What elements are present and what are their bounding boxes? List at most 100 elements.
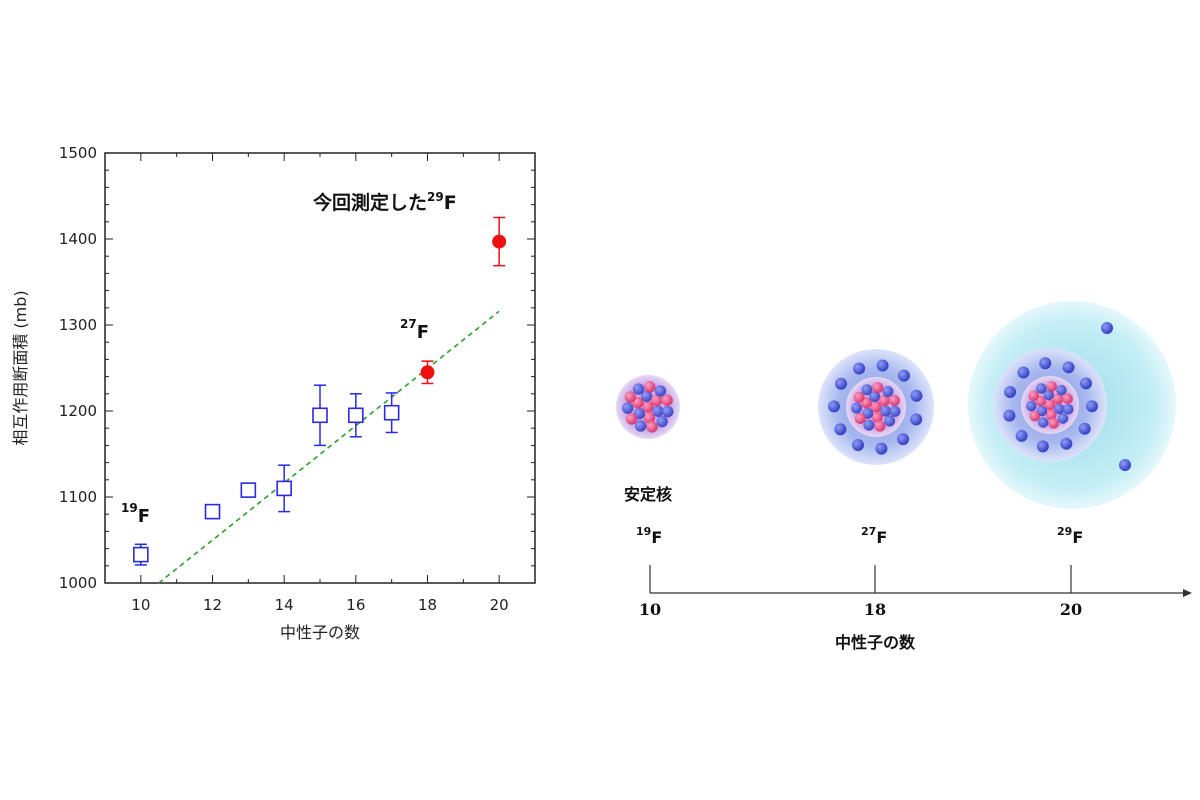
nucleus-f29 (968, 301, 1176, 509)
proton (661, 394, 673, 406)
neutron (910, 389, 923, 402)
neutron (880, 405, 892, 417)
label-measured-f29: 今回測定した29F (312, 190, 457, 214)
axis-ticks (104, 152, 536, 584)
proton (650, 394, 663, 407)
proton (878, 395, 890, 407)
neutron (1026, 400, 1037, 412)
neutron (828, 400, 841, 413)
proton (1029, 410, 1041, 422)
data-points (133, 216, 507, 566)
proton (624, 391, 637, 403)
neutron (897, 369, 910, 382)
diagram-label-f29: 29F (1057, 525, 1083, 547)
neutron (910, 413, 923, 426)
neutron (632, 383, 645, 395)
proton (643, 412, 656, 424)
f29-nucleons (1026, 381, 1074, 429)
diagram-axis-title: 中性子の数 (835, 633, 916, 652)
trend-line (158, 310, 500, 584)
cross-section-chart: 10 12 14 16 18 20 1000 1100 1200 1300 1400 1500 中性… (11, 144, 536, 642)
axis-tick-label: 20 (1060, 600, 1082, 619)
neutron (654, 385, 667, 397)
y-tick-label: 1200 (59, 402, 97, 420)
marker-square (312, 407, 328, 424)
neutron (852, 438, 865, 451)
neutron (1017, 366, 1030, 379)
neutron (1079, 377, 1092, 390)
proton (1045, 409, 1057, 421)
proton (871, 411, 883, 423)
data-point (240, 482, 257, 498)
y-axis-title: 相互作用断面積 (mb) (11, 290, 30, 445)
y-tick-label: 1000 (59, 574, 97, 592)
proton (644, 381, 656, 393)
axis-tick-label: 18 (864, 600, 886, 619)
marker-square (276, 480, 292, 497)
plot-frame (104, 152, 536, 584)
proton (870, 401, 882, 413)
y-tick-labels: 1000 1100 1200 1300 1400 1500 (59, 144, 97, 592)
proton (1048, 418, 1059, 429)
neutron (897, 433, 910, 446)
neutron (1003, 409, 1016, 422)
data-point (420, 360, 435, 385)
neutron (1036, 440, 1049, 453)
f19-nucleons (622, 381, 674, 433)
marker-circle (420, 365, 435, 380)
neutron (622, 402, 634, 414)
neutron (1035, 383, 1047, 394)
data-point (276, 464, 292, 513)
marker-square (133, 546, 149, 563)
x-tick-label: 12 (203, 596, 222, 614)
neutron (853, 362, 866, 375)
proton (872, 382, 884, 394)
y-tick-label: 1400 (59, 230, 97, 248)
data-point (492, 216, 507, 267)
neutron (834, 377, 847, 390)
marker-square (240, 482, 257, 498)
proton (642, 401, 654, 413)
neutron (1039, 357, 1052, 370)
neutron (1056, 384, 1067, 396)
data-point (133, 543, 149, 566)
f29-outer-neutrons (1003, 357, 1098, 453)
diagram-label-f19: 19F (636, 525, 662, 547)
axis-arrowhead (1183, 589, 1192, 597)
y-tick-label: 1100 (59, 488, 97, 506)
y-tick-label: 1500 (59, 144, 97, 162)
neutron (1015, 429, 1028, 442)
neutron (884, 415, 896, 427)
neutron (851, 402, 863, 414)
neutron (1043, 389, 1055, 401)
label-f27: 27F (400, 317, 429, 343)
neutron (861, 384, 873, 396)
axis-tick-label: 10 (639, 600, 661, 619)
marker-square (348, 407, 364, 424)
proton (646, 421, 658, 433)
neutron (1062, 361, 1075, 374)
neutron (1060, 437, 1073, 450)
proton (853, 391, 865, 403)
neutron (656, 415, 668, 428)
halo-neutron (1119, 459, 1131, 471)
neutron (875, 442, 888, 455)
marker-circle (492, 234, 507, 249)
neutron (834, 423, 847, 436)
label-f19: 19F (121, 501, 150, 527)
neutron (876, 359, 889, 372)
diagram-label-f27: 27F (861, 525, 887, 547)
neutron (640, 390, 653, 402)
x-tick-label: 10 (131, 596, 150, 614)
x-tick-label: 16 (346, 596, 365, 614)
proton (854, 412, 866, 424)
nucleus-f27 (818, 349, 934, 465)
neutron (882, 386, 894, 398)
neutron (1085, 400, 1098, 413)
nucleus-diagram: 安定核 19F 27F 29F 10 18 20 中性子の数 (616, 301, 1192, 652)
proton (1028, 390, 1039, 402)
data-point (348, 393, 364, 438)
neutron (1078, 422, 1091, 435)
x-axis-title: 中性子の数 (280, 623, 360, 642)
